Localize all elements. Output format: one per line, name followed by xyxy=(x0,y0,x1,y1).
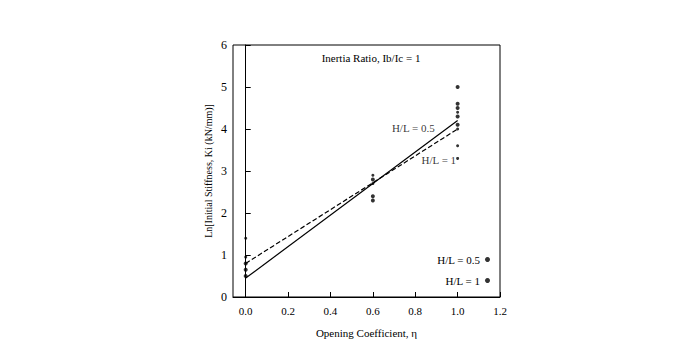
svg-text:6: 6 xyxy=(221,38,227,52)
svg-text:0.2: 0.2 xyxy=(281,305,295,317)
svg-text:0: 0 xyxy=(221,290,227,304)
svg-text:0.0: 0.0 xyxy=(239,305,253,317)
svg-text:H/L = 1: H/L = 1 xyxy=(422,154,457,166)
svg-text:1.0: 1.0 xyxy=(451,305,465,317)
svg-text:Opening Coefficient, η: Opening Coefficient, η xyxy=(316,327,417,339)
svg-text:H/L = 1: H/L = 1 xyxy=(445,275,480,287)
svg-text:5: 5 xyxy=(221,80,227,94)
svg-text:0.4: 0.4 xyxy=(324,305,338,317)
svg-text:3: 3 xyxy=(221,164,227,178)
svg-text:Ln[Initial Stiffness, Ki (kN/m: Ln[Initial Stiffness, Ki (kN/mm)] xyxy=(203,104,215,238)
svg-text:H/L = 0.5: H/L = 0.5 xyxy=(392,122,435,134)
svg-text:2: 2 xyxy=(221,206,227,220)
svg-text:1: 1 xyxy=(221,248,227,262)
svg-text:Inertia Ratio, Ib/Ic = 1: Inertia Ratio, Ib/Ic = 1 xyxy=(322,52,421,64)
svg-text:1.2: 1.2 xyxy=(493,305,507,317)
svg-text:0.8: 0.8 xyxy=(408,305,422,317)
svg-text:4: 4 xyxy=(221,122,227,136)
svg-text:0.6: 0.6 xyxy=(366,305,380,317)
svg-text:H/L = 0.5: H/L = 0.5 xyxy=(437,254,480,266)
